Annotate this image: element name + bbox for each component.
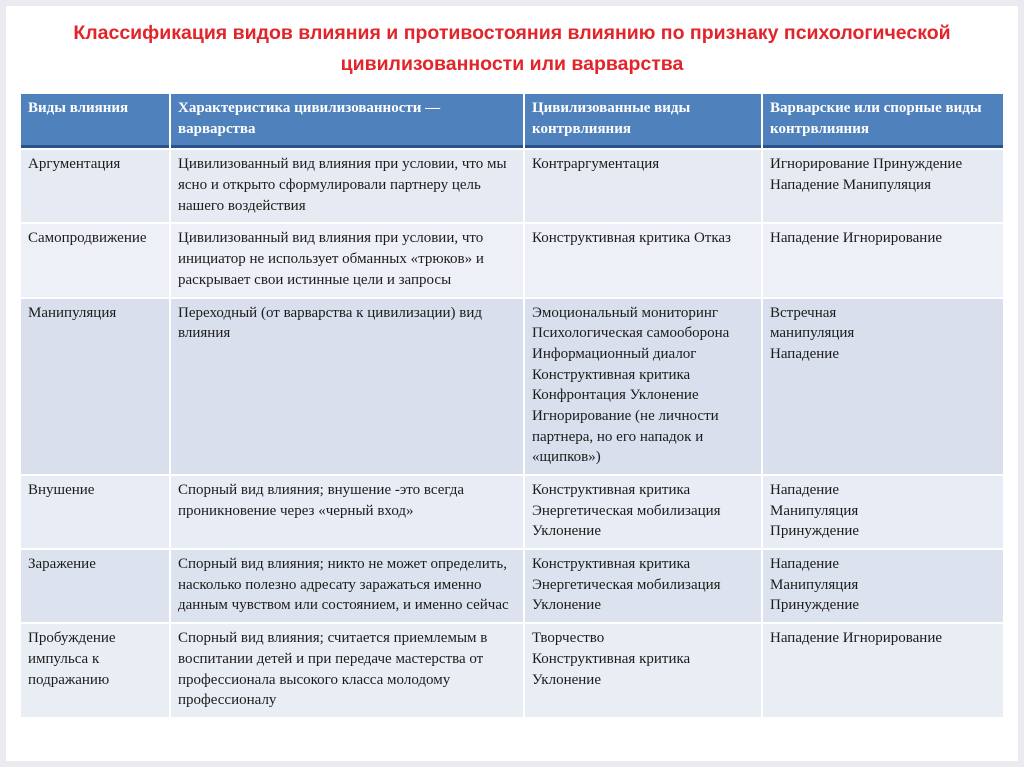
influence-type-cell: Аргументация <box>21 150 169 223</box>
classification-table: Виды влияния Характеристика цивилизованно… <box>19 92 1005 719</box>
table-cell: Переходный (от варварства к цивилизации)… <box>171 298 523 474</box>
slide: Классификация видов влияния и противосто… <box>6 6 1018 761</box>
influence-type-cell: Внушение <box>21 476 169 549</box>
table-cell: Нападение Игнорирование <box>763 624 1003 717</box>
table-cell: Конструктивная критика Отказ <box>525 224 761 297</box>
table-cell: Нападение Манипуляция Принуждение <box>763 550 1003 623</box>
table-row: Заражение Спорный вид влияния; никто не м… <box>21 550 1003 623</box>
influence-type-cell: Заражение <box>21 550 169 623</box>
header-row: Виды влияния Характеристика цивилизованно… <box>21 94 1003 149</box>
table-cell: Нападение Игнорирование <box>763 224 1003 297</box>
table-cell: Конструктивная критика Энергетическая мо… <box>525 550 761 623</box>
table-row: Аргументация Цивилизованный вид влияния п… <box>21 150 1003 223</box>
table-cell: Игнорирование Принуждение Нападение Мани… <box>763 150 1003 223</box>
column-header: Варварские или спорные виды контрвлияния <box>763 94 1003 149</box>
table-row: Самопродвижение Цивилизованный вид влияни… <box>21 224 1003 297</box>
table-row: Внушение Спорный вид влияния; внушение -э… <box>21 476 1003 549</box>
table-cell: Цивилизованный вид влияния при условии, … <box>171 150 523 223</box>
table-row: Пробуждение импульса к подражанию Спорный… <box>21 624 1003 717</box>
table-cell: Нападение Манипуляция Принуждение <box>763 476 1003 549</box>
column-header: Цивилизованные виды контрвлияния <box>525 94 761 149</box>
table-cell: Спорный вид влияния; никто не может опре… <box>171 550 523 623</box>
column-header: Виды влияния <box>21 94 169 149</box>
table-cell: Контраргументация <box>525 150 761 223</box>
table-cell: Встречная манипуляция Нападение <box>763 298 1003 474</box>
table-cell: Эмоциональный мониторинг Психологическая… <box>525 298 761 474</box>
table-cell: Конструктивная критика Энергетическая мо… <box>525 476 761 549</box>
influence-type-cell: Манипуляция <box>21 298 169 474</box>
influence-type-cell: Пробуждение импульса к подражанию <box>21 624 169 717</box>
table-cell: Цивилизованный вид влияния при условии, … <box>171 224 523 297</box>
table-body: Аргументация Цивилизованный вид влияния п… <box>21 150 1003 717</box>
column-header: Характеристика цивилизованности — варвар… <box>171 94 523 149</box>
table-row: Манипуляция Переходный (от варварства к ц… <box>21 298 1003 474</box>
table-cell: Творчество Конструктивная критика Уклоне… <box>525 624 761 717</box>
table-cell: Спорный вид влияния; внушение -это всегд… <box>171 476 523 549</box>
page-title: Классификация видов влияния и противосто… <box>73 22 951 76</box>
influence-type-cell: Самопродвижение <box>21 224 169 297</box>
table-cell: Спорный вид влияния; считается приемлемы… <box>171 624 523 717</box>
